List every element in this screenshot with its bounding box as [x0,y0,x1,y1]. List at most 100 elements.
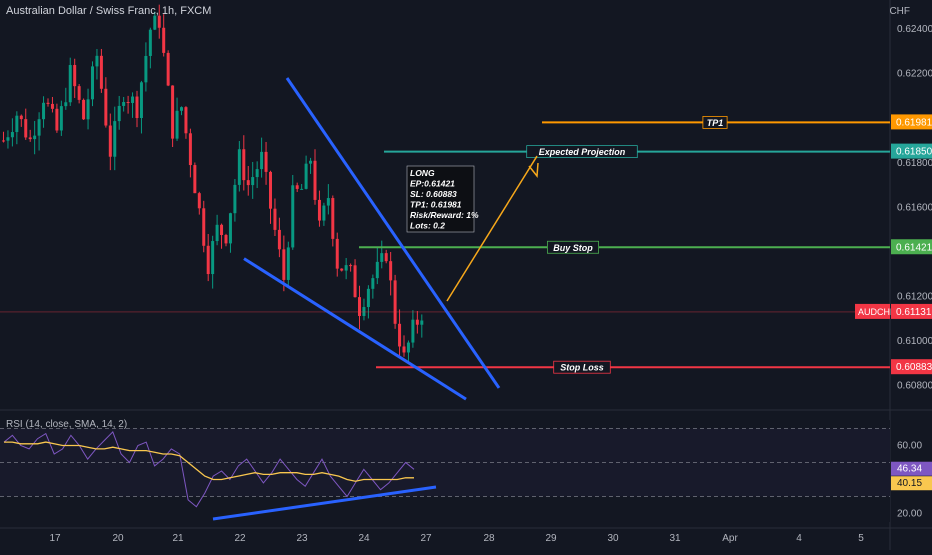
time-tick-label: 28 [483,533,495,544]
rsi-sma-tag [891,476,932,491]
candle-body [99,55,103,89]
candle-body [384,253,388,262]
candle-body [104,88,108,126]
currency-label: CHF [889,6,910,17]
level-axis-value: 0.61850 [896,147,932,158]
candle-body [300,188,304,190]
candle-body [24,119,28,138]
chart-title: Australian Dollar / Swiss Franc, 1h, FXC… [6,5,212,17]
candle-body [228,213,232,244]
time-tick-label: 5 [858,533,864,544]
candles-group [2,4,424,364]
candle-body [82,99,86,120]
candle-body [55,108,59,131]
candle-body [211,241,215,275]
trade-info-line: TP1: 0.61981 [410,200,462,210]
level-axis-value: 0.61421 [896,242,932,253]
rsi-tick-label: 20.00 [897,509,922,520]
candle-body [264,151,268,172]
candle-body [91,66,94,100]
candle-body [246,180,250,186]
candle-body [37,119,41,136]
symbol-label: AUDCHF [858,307,896,317]
rsi-support-line [212,485,437,521]
candle-body [77,86,81,100]
candle-body [108,125,112,157]
candle-body [375,261,379,279]
level-axis-value: 0.61981 [896,117,932,128]
candle-body [139,82,143,119]
time-tick-label: 20 [112,533,124,544]
level-label: Buy Stop [553,243,593,253]
candle-body [233,184,237,214]
rsi-sma-line [4,441,414,482]
candle-body [33,135,37,140]
rsi-line [3,430,415,508]
trade-info-line: SL: 0.60883 [410,189,457,199]
candle-body [113,121,117,157]
candle-body [122,102,126,106]
candle-body [6,137,10,141]
candle-body [59,106,63,131]
level-label: TP1 [707,118,724,128]
price-tick-label: 0.61200 [897,292,932,303]
candle-body [295,185,299,189]
candle-body [286,247,290,280]
rsi-sma-value: 40.15 [897,478,922,489]
candle-body [28,137,32,140]
candle-body [162,27,166,53]
candle-body [358,297,361,316]
candle-body [273,208,277,230]
candle-body [73,65,77,87]
wedge-upper-line [285,77,501,389]
candle-body [202,208,206,246]
trade-info-line: Risk/Reward: 1% [410,210,479,220]
rsi-tick-label: 60.00 [897,441,922,452]
candle-body [206,245,210,275]
candle-body [331,198,335,239]
price-tick-label: 0.62200 [897,69,932,80]
candle-body [166,52,170,86]
level-label-box [526,145,638,159]
projection-arrow [446,155,538,302]
candle-body [215,224,219,242]
candle-body [135,96,139,119]
candle-body [175,110,179,139]
candle-body [344,265,348,271]
candle-body [282,249,286,280]
candle-body [184,107,188,134]
last-price-tag [891,303,932,319]
candle-body [10,132,14,138]
level-label: Expected Projection [539,147,626,157]
candle-body [340,268,344,271]
candle-body [46,102,50,104]
candle-body [393,280,397,324]
rsi-title: RSI (14, close, SMA, 14, 2) [6,419,128,430]
candle-body [64,102,68,107]
candle-body [269,171,272,209]
candle-body [353,265,357,298]
candle-body [144,55,148,83]
last-price-value: 0.61131 [896,307,932,318]
candle-body [224,235,228,244]
candle-body [349,265,353,267]
candle-body [304,163,308,189]
candle-body [380,253,384,262]
candle-body [251,177,255,186]
level-label-box [553,360,611,374]
price-tick-label: 0.60800 [897,381,932,392]
candle-body [193,165,197,194]
trade-info-bg [406,165,475,233]
price-tick-label: 0.62400 [897,24,932,35]
candle-body [255,169,259,178]
candle-body [291,185,295,248]
time-tick-label: Apr [722,533,738,544]
candle-body [371,278,375,289]
candle-body [402,346,406,353]
time-tick-label: 17 [49,533,61,544]
candle-body [188,133,192,166]
wedge-lower-line [243,257,467,401]
